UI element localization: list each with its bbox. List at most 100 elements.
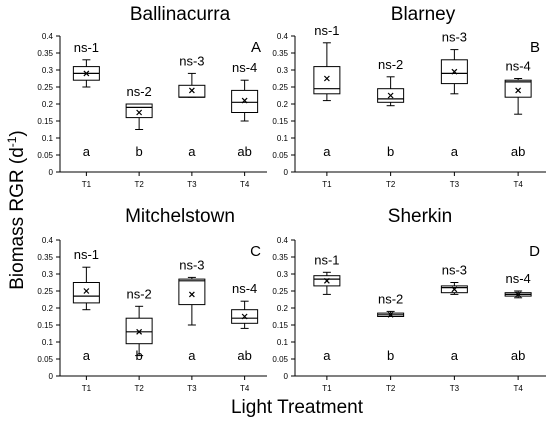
y-tick-label: 0: [284, 372, 289, 381]
y-tick-label: 0.1: [42, 134, 54, 143]
mean-marker: [83, 70, 90, 77]
y-tick-label: 0.4: [42, 32, 54, 41]
panel-c: Mitchelstown C 0 0.05 0.1 0.15 0.2 0.25 0.3 0.35 0…: [37, 206, 267, 393]
panel-letter: C: [250, 243, 261, 260]
ns-label: ns-4: [505, 271, 530, 286]
mean-marker: [241, 313, 248, 320]
panel-d: Sherkin D 0 0.05 0.1 0.15 0.2 0.25 0.3 0.35 0.4 T1 n…: [272, 206, 546, 393]
x-tick-label: T2: [134, 180, 144, 189]
y-tick-label: 0.2: [42, 304, 54, 313]
y-tick-label: 0: [284, 168, 289, 177]
y-tick-label: 0.05: [272, 151, 288, 160]
ns-label: ns-1: [314, 23, 339, 38]
ns-label: ns-3: [442, 30, 467, 45]
y-tick-label: 0.35: [37, 49, 53, 58]
mean-marker: [136, 109, 143, 116]
box: [72, 282, 100, 304]
box: [313, 66, 341, 95]
y-tick-label: 0.4: [42, 236, 54, 245]
y-tick-label: 0.1: [277, 134, 289, 143]
x-tick-label: T3: [450, 384, 460, 393]
mean-marker: [515, 291, 522, 298]
x-tick-label: T4: [513, 384, 523, 393]
y-tick-label: 0.3: [277, 66, 289, 75]
y-tick-label: 0.25: [37, 83, 53, 92]
y-tick-label: 0.2: [277, 304, 289, 313]
y-tick-label: 0.35: [272, 49, 288, 58]
x-tick-label: T2: [134, 384, 144, 393]
x-tick-label: T3: [450, 180, 460, 189]
mean-marker-stroke: [451, 286, 458, 293]
y-tick-label: 0.25: [272, 83, 288, 92]
x-tick-label: T3: [187, 180, 197, 189]
mean-marker: [515, 87, 522, 94]
panel-letter: D: [529, 243, 540, 260]
mean-marker: [83, 288, 90, 294]
y-tick-label: 0.35: [37, 253, 53, 262]
significance-letter: ab: [237, 348, 251, 363]
y-tick-label: 0.05: [272, 355, 288, 364]
ns-label: ns-2: [126, 286, 151, 301]
box: [504, 79, 532, 98]
mean-marker-stroke: [323, 75, 330, 82]
y-tick-label: 0.4: [277, 32, 289, 41]
panel-letter: B: [530, 39, 540, 56]
ns-label: ns-3: [442, 263, 467, 278]
ns-label: ns-2: [378, 291, 403, 306]
mean-marker-stroke: [451, 68, 458, 75]
y-tick-label: 0.25: [272, 287, 288, 296]
box: [125, 317, 153, 345]
y-axis-title-superscript: -1: [5, 136, 19, 147]
panel-b: Blarney B 0 0.05 0.1 0.15 0.2 0.25 0.3 0.35 0.4 T1 n…: [272, 4, 546, 189]
mean-marker: [323, 75, 330, 82]
x-tick-label: T2: [386, 180, 396, 189]
y-tick-label: 0: [49, 372, 54, 381]
mean-marker: [188, 291, 195, 298]
panel-title: Ballinacurra: [130, 4, 231, 25]
mean-marker: [188, 87, 195, 94]
panel-letter: A: [251, 39, 261, 56]
box: [178, 278, 206, 306]
mean-marker-stroke: [323, 277, 330, 284]
svg-text:Biomass RGR (d-1): Biomass RGR (d-1): [5, 130, 28, 290]
y-tick-label: 0.05: [37, 355, 53, 364]
significance-letter: b: [387, 144, 394, 159]
mean-marker-stroke: [241, 313, 248, 320]
mean-marker-stroke: [136, 328, 143, 335]
mean-marker: [323, 277, 330, 284]
significance-letter: a: [83, 348, 91, 363]
mean-marker-stroke: [83, 288, 90, 294]
y-tick-label: 0.35: [272, 253, 288, 262]
significance-letter: a: [323, 144, 331, 159]
y-tick-label: 0.3: [42, 66, 54, 75]
x-tick-label: T2: [386, 384, 396, 393]
mean-marker-stroke: [387, 311, 394, 318]
y-tick-label: 0.15: [37, 321, 53, 330]
mean-marker-stroke: [241, 97, 248, 104]
ns-label: ns-2: [378, 57, 403, 72]
panel-title: Blarney: [391, 4, 456, 25]
ns-label: ns-3: [179, 257, 204, 272]
ns-label: ns-1: [314, 252, 339, 267]
ns-label: ns-4: [232, 281, 257, 296]
x-tick-label: T4: [240, 384, 250, 393]
significance-letter: a: [188, 144, 196, 159]
significance-letter: a: [83, 144, 91, 159]
y-tick-label: 0.2: [277, 100, 289, 109]
y-tick-label: 0.15: [272, 321, 288, 330]
y-tick-label: 0.2: [42, 100, 54, 109]
y-tick-label: 0.05: [37, 151, 53, 160]
box: [231, 89, 259, 114]
mean-marker: [451, 68, 458, 75]
mean-marker-stroke: [83, 70, 90, 77]
y-axis-title-close: ): [7, 130, 28, 136]
significance-letter: ab: [511, 348, 525, 363]
mean-marker-stroke: [188, 291, 195, 298]
mean-marker: [241, 97, 248, 104]
mean-marker: [387, 92, 394, 99]
mean-marker: [136, 328, 143, 335]
significance-letter: a: [323, 348, 331, 363]
y-tick-label: 0.15: [272, 117, 288, 126]
y-axis-title-text: Biomass RGR (d: [7, 147, 28, 290]
